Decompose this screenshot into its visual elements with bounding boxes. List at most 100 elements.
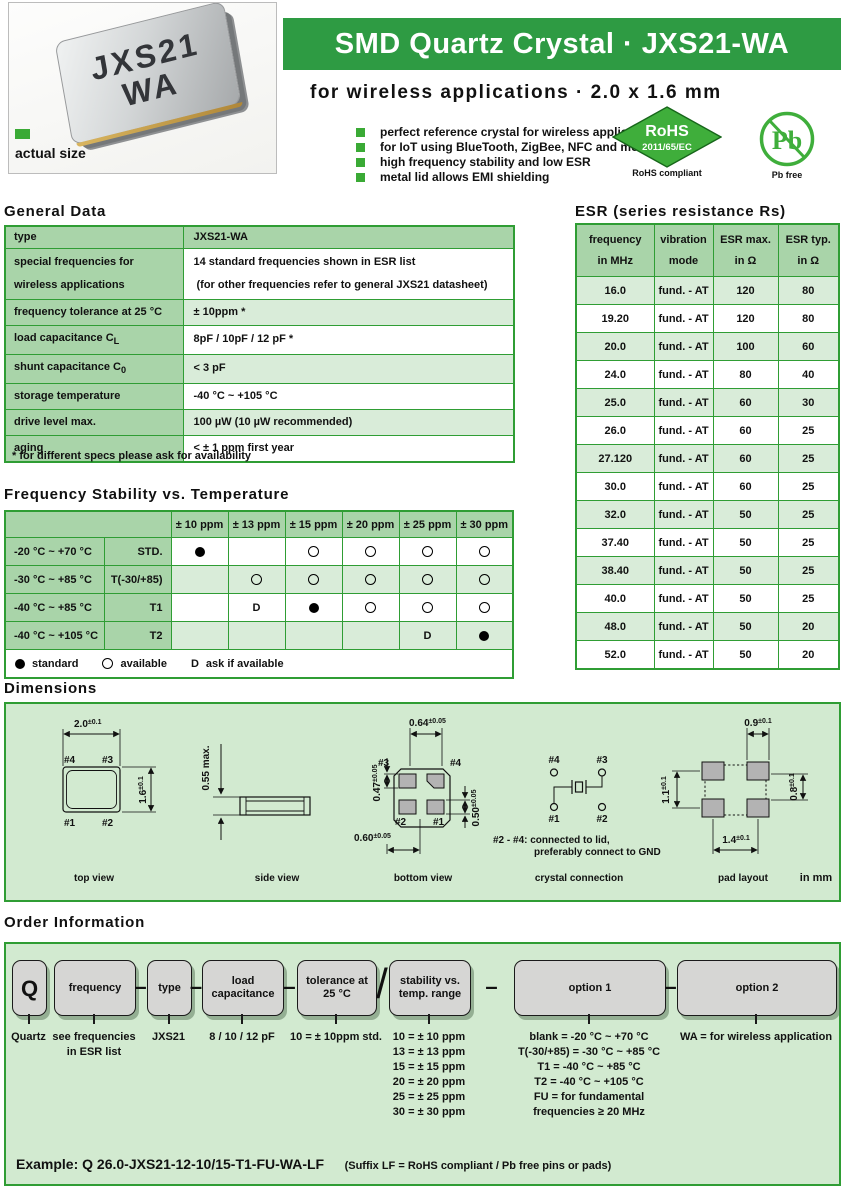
esr-cell: fund. - AT bbox=[653, 528, 714, 557]
legend-label: ask if available bbox=[205, 657, 284, 670]
order-box-tick bbox=[27, 1014, 30, 1024]
order-box-label: type bbox=[158, 981, 181, 994]
connection-note-line1: #2 - #4: connected to lid, bbox=[493, 835, 610, 846]
available-circle-icon bbox=[422, 602, 433, 614]
esr-cell: 60 bbox=[712, 444, 779, 473]
order-box-tick bbox=[428, 1014, 430, 1024]
header-line: mode bbox=[668, 254, 699, 267]
dash-separator: – bbox=[189, 974, 203, 999]
order-box: stability vs. temp. range bbox=[389, 960, 471, 1016]
bottom-view-dim-right-tol: ±0.05 bbox=[471, 789, 478, 807]
order-description-line: JXS21 bbox=[151, 1031, 186, 1043]
general-data-row: aging < ± 1 ppm first year bbox=[4, 434, 515, 463]
order-example: Example: Q 26.0-JXS21-12-10/15-T1-FU-WA-… bbox=[16, 1156, 611, 1174]
order-description-line: 10 = ± 10 ppm bbox=[392, 1031, 466, 1043]
product-photo: JXS21 WA actual size bbox=[8, 2, 277, 174]
order-description-line: WA = for wireless application bbox=[679, 1031, 833, 1043]
esr-cell: fund. - AT bbox=[653, 360, 714, 389]
general-data-row: storage temperature -40 °C ~ +105 °C bbox=[4, 382, 515, 410]
top-view-caption: top view bbox=[74, 873, 114, 884]
esr-cell: fund. - AT bbox=[653, 416, 714, 445]
esr-cell: fund. - AT bbox=[653, 612, 714, 641]
bottom-view-dim-left-tol: ±0.05 bbox=[372, 764, 379, 782]
general-data-row: load capacitance CL 8pF / 10pF / 12 pF * bbox=[4, 324, 515, 355]
order-box: option 1 bbox=[514, 960, 666, 1016]
esr-cell: fund. - AT bbox=[653, 556, 714, 585]
stability-ppm-header: ± 20 ppm bbox=[341, 510, 400, 538]
value-line: 8pF / 10pF / 12 pF * bbox=[193, 333, 294, 346]
value-line: < 3 pF bbox=[193, 362, 226, 375]
crystal-connection-drawing: #4 #3 #1 #2 #2 - #4: connected to lid, p… bbox=[493, 755, 661, 884]
stability-ppm-header: ± 15 ppm bbox=[284, 510, 343, 538]
available-circle-icon bbox=[102, 658, 114, 669]
order-box-label: load capacitance bbox=[211, 975, 275, 1000]
top-view-height-tol: ±0.1 bbox=[138, 776, 145, 790]
svg-text:0.47±0.05: 0.47±0.05 bbox=[372, 764, 383, 801]
order-box-label: Q bbox=[20, 975, 39, 1001]
stability-cell bbox=[170, 593, 229, 622]
esr-row: 37.40 fund. - AT 50 25 bbox=[575, 528, 840, 557]
feature-item: perfect reference crystal for wireless a… bbox=[356, 125, 663, 140]
rohs-badge: RoHS 2011/65/EC bbox=[612, 106, 722, 168]
label-line: aging bbox=[14, 441, 44, 454]
esr-cell: 52.0 bbox=[575, 640, 655, 670]
dimensions-drawing: 2.0±0.1 #4 #3 #1 #2 1.6±0.1 top view 0.5… bbox=[62, 718, 833, 884]
esr-cell: 25 bbox=[777, 444, 840, 473]
bottom-view-dim-top: 0.64 bbox=[409, 718, 429, 729]
header-line: in MHz bbox=[597, 254, 633, 267]
esr-row: 24.0 fund. - AT 80 40 bbox=[575, 360, 840, 389]
esr-cell: fund. - AT bbox=[653, 276, 714, 305]
label-line: drive level max. bbox=[14, 415, 96, 428]
stability-cell bbox=[455, 621, 514, 650]
general-data-row-label: load capacitance CL bbox=[4, 324, 184, 355]
esr-cell: 32.0 bbox=[575, 500, 655, 529]
bottom-view-pin4: #4 bbox=[450, 758, 462, 769]
stability-code: T1 bbox=[103, 593, 172, 622]
available-circle-icon bbox=[365, 546, 376, 558]
esr-cell: fund. - AT bbox=[653, 388, 714, 417]
stability-cell bbox=[398, 593, 457, 622]
esr-cell: fund. - AT bbox=[653, 500, 714, 529]
pad-layout-dim-bottom-tol: ±0.1 bbox=[736, 835, 750, 842]
legend-item: available bbox=[102, 658, 167, 670]
esr-column-header: frequency in MHz bbox=[575, 223, 655, 277]
stability-ppm-header: ± 13 ppm bbox=[227, 510, 286, 538]
esr-cell: 16.0 bbox=[575, 276, 655, 305]
stability-cell bbox=[455, 537, 514, 566]
label-line: special frequencies for bbox=[14, 255, 134, 268]
pad-layout-dim-left: 1.1 bbox=[661, 789, 672, 803]
bottom-view-pin1: #1 bbox=[433, 817, 445, 828]
stability-cell bbox=[227, 621, 286, 650]
value-line: 14 standard frequencies shown in ESR lis… bbox=[193, 255, 416, 268]
available-circle-icon bbox=[422, 546, 433, 558]
order-description-line: Quartz bbox=[11, 1031, 46, 1043]
feature-text: high frequency stability and low ESR bbox=[380, 155, 591, 169]
feature-item: for IoT using BlueTooth, ZigBee, NFC and… bbox=[356, 140, 663, 155]
order-box-label: frequency bbox=[68, 981, 122, 994]
stability-temp-range: -40 °C ~ +85 °C bbox=[4, 593, 105, 622]
esr-cell: 25 bbox=[777, 500, 840, 529]
side-view-drawing: 0.55 max. side view bbox=[201, 744, 311, 884]
feature-text: metal lid allows EMI shielding bbox=[380, 170, 550, 184]
esr-cell: 50 bbox=[712, 500, 779, 529]
feature-item: high frequency stability and low ESR bbox=[356, 155, 663, 170]
label-line: shunt capacitance C0 bbox=[14, 360, 127, 375]
stability-cell bbox=[341, 565, 400, 594]
order-box-description: 10 = ± 10ppm std. bbox=[216, 1030, 456, 1045]
order-description-line: 30 = ± 30 ppm bbox=[392, 1106, 466, 1118]
stability-ppm-header: ± 10 ppm bbox=[170, 510, 229, 538]
esr-cell: 50 bbox=[712, 584, 779, 613]
esr-cell: 38.40 bbox=[575, 556, 655, 585]
stability-temp-range: -20 °C ~ +70 °C bbox=[4, 537, 105, 566]
rohs-caption: RoHS compliant bbox=[632, 168, 702, 178]
order-box: type bbox=[147, 960, 192, 1016]
unit-note: in mm bbox=[800, 872, 833, 884]
esr-cell: 100 bbox=[712, 332, 779, 361]
esr-cell: 80 bbox=[777, 304, 840, 333]
order-description-line: 15 = ± 15 ppm bbox=[392, 1061, 466, 1073]
svg-text:1.1±0.1: 1.1±0.1 bbox=[661, 776, 672, 804]
esr-cell: 60 bbox=[712, 416, 779, 445]
esr-row: 48.0 fund. - AT 50 20 bbox=[575, 612, 840, 641]
esr-row: 19.20 fund. - AT 120 80 bbox=[575, 304, 840, 333]
